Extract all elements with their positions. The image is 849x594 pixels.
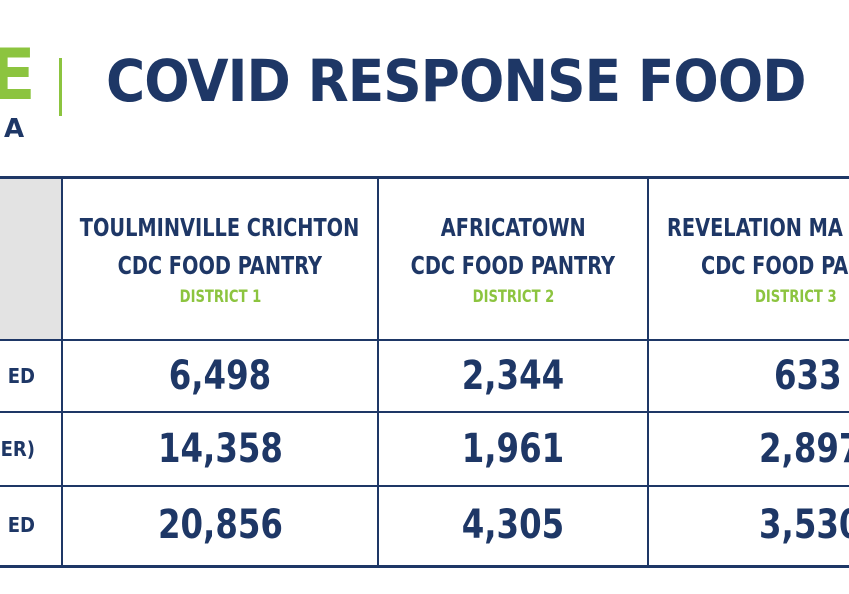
row-label: ED xyxy=(7,512,35,537)
table-cell: 4,305 xyxy=(379,487,647,562)
column-district: DISTRICT 1 xyxy=(179,287,261,307)
column-district: DISTRICT 2 xyxy=(472,287,554,307)
page-title: COVID RESPONSE FOOD xyxy=(106,47,807,115)
column-name-line-1: AFRICATOWN xyxy=(440,213,586,242)
cell-value: 2,344 xyxy=(461,353,565,399)
logo-subtext: A xyxy=(4,114,25,144)
table-cell: 20,856 xyxy=(63,487,377,562)
column-divider xyxy=(647,179,649,565)
row-divider xyxy=(0,411,849,413)
column-district: DISTRICT 3 xyxy=(755,287,837,307)
column-header-3: REVELATION MA CDC FOOD PA DISTRICT 3 xyxy=(649,179,849,339)
column-header-2: AFRICATOWN CDC FOOD PANTRY DISTRICT 2 xyxy=(379,179,647,339)
row-divider xyxy=(0,485,849,487)
column-header-1: TOULMINVILLE CRICHTON CDC FOOD PANTRY DI… xyxy=(63,179,377,339)
row-divider xyxy=(0,339,849,341)
cell-value: 1,961 xyxy=(461,426,565,472)
column-name-line-2: CDC FOOD PANTRY xyxy=(410,251,616,280)
column-name-line-1: TOULMINVILLE CRICHTON xyxy=(80,213,360,242)
table-cell: 1,961 xyxy=(379,413,647,485)
cell-value: 2,897 xyxy=(759,426,849,472)
cell-value: 20,856 xyxy=(157,501,283,548)
table-cell: 14,358 xyxy=(63,413,377,485)
cell-value: 4,305 xyxy=(461,501,565,548)
cell-value: 6,498 xyxy=(168,353,272,399)
cell-value: 14,358 xyxy=(157,426,283,472)
row-label: ED xyxy=(7,364,35,388)
table-cell: 633 xyxy=(649,341,849,411)
cell-value: 633 xyxy=(774,353,842,399)
cell-value: 3,530 xyxy=(759,501,849,548)
table-cell: 6,498 xyxy=(63,341,377,411)
column-name-line-2: CDC FOOD PANTRY xyxy=(117,251,323,280)
row-label: ER) xyxy=(0,437,35,461)
column-name-line-1: REVELATION MA xyxy=(667,213,843,242)
data-table: TOULMINVILLE CRICHTON CDC FOOD PANTRY DI… xyxy=(0,176,849,568)
column-divider xyxy=(61,179,63,565)
column-name-line-2: CDC FOOD PA xyxy=(701,251,849,280)
corner-cell xyxy=(0,179,61,339)
table-cell: 2,344 xyxy=(379,341,647,411)
logo-letter: E xyxy=(0,34,36,116)
header: E A COVID RESPONSE FOOD xyxy=(0,0,849,170)
header-divider xyxy=(59,58,62,116)
table-cell: 3,530 xyxy=(649,487,849,562)
column-divider xyxy=(377,179,379,565)
table-cell: 2,897 xyxy=(649,413,849,485)
